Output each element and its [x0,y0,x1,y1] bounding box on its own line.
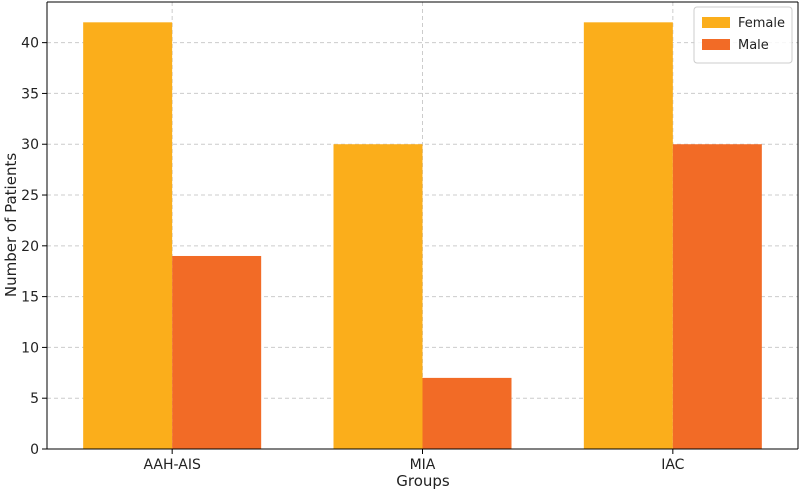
y-tick-label: 15 [21,290,39,306]
y-tick-label: 0 [30,442,39,458]
x-axis-label: Groups [396,472,450,490]
bar-male-aah-ais [172,255,262,449]
y-tick-label: 5 [30,391,39,407]
x-tick-label: AAH-AIS [143,457,201,473]
y-tick-label: 35 [21,86,39,102]
axes: 0 5 10 15 20 25 30 35 40 AAH-AIS MIA IAC [21,1,799,473]
y-tick-label: 10 [21,340,39,356]
bar-male-mia [422,377,512,449]
bar-female-iac [583,22,673,450]
legend: Female Male [693,6,793,64]
y-tick-label: 40 [21,36,39,52]
legend-label-female: Female [738,16,785,31]
bar-female-aah-ais [83,22,173,450]
x-tick-label: MIA [410,457,436,473]
legend-swatch-female [702,17,730,28]
y-tick-label: 25 [21,188,39,204]
bar-male-iac [672,144,762,449]
bar-female-mia [333,144,423,449]
y-axis-label: Number of Patients [2,153,20,297]
x-tick-label: IAC [661,457,684,473]
y-tick-label: 30 [21,137,39,153]
bars [83,22,762,450]
legend-label-male: Male [738,38,769,53]
legend-swatch-male [702,39,730,50]
y-tick-label: 20 [21,239,39,255]
